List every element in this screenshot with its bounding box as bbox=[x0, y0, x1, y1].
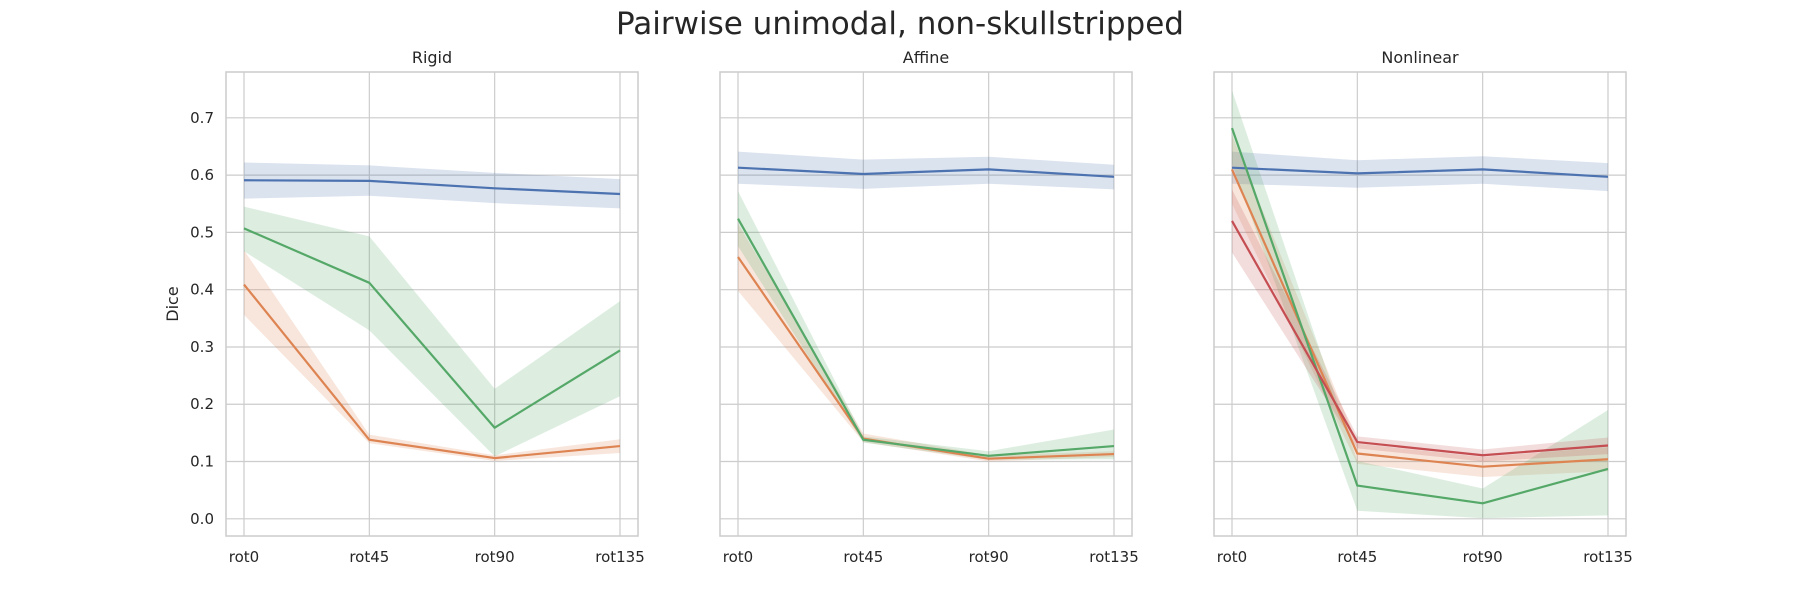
series-line-green bbox=[1230, 127, 1609, 505]
subplot-rigid: Rigid rot0 rot45 rot90 rot135 0.0 0.1 0.2 0.3 0.4… bbox=[163, 48, 645, 566]
axes-frame bbox=[719, 71, 1133, 537]
x-tick-label: rot0 bbox=[229, 548, 259, 566]
y-tick-label: 0.5 bbox=[190, 223, 214, 241]
series-line-green bbox=[737, 218, 1115, 457]
x-tick-label: rot135 bbox=[595, 548, 645, 566]
subplot-affine: Affine rot0 rot45 rot90 rot135 bbox=[719, 48, 1139, 566]
y-tick-label: 0.6 bbox=[190, 166, 214, 184]
confidence-band-orange bbox=[738, 223, 1114, 462]
subplot-nonlinear: Nonlinear rot0 rot45 rot90 rot135 bbox=[1213, 48, 1633, 566]
confidence-band-green bbox=[738, 191, 1114, 460]
subplot-title: Affine bbox=[903, 48, 949, 67]
x-tick-label: rot90 bbox=[969, 548, 1009, 566]
confidence-band-blue bbox=[738, 151, 1114, 190]
confidence-band-orange bbox=[1232, 135, 1608, 477]
x-tick-label: rot90 bbox=[475, 548, 515, 566]
confidence-band-green bbox=[1232, 90, 1608, 519]
x-tick-label: rot135 bbox=[1089, 548, 1139, 566]
x-tick-label: rot45 bbox=[349, 548, 389, 566]
series-line-orange bbox=[243, 283, 621, 460]
y-tick-label: 0.1 bbox=[190, 453, 214, 471]
subplot-title: Rigid bbox=[412, 48, 452, 67]
x-tick-label: rot90 bbox=[1463, 548, 1503, 566]
y-tick-label: 0.0 bbox=[190, 510, 214, 528]
x-tick-label: rot0 bbox=[723, 548, 753, 566]
confidence-band-green bbox=[244, 206, 620, 457]
confidence-band-red bbox=[1232, 189, 1608, 462]
series-line-blue bbox=[737, 166, 1115, 178]
series-line-blue bbox=[1231, 166, 1609, 178]
confidence-band-orange bbox=[244, 250, 620, 461]
series-line-green bbox=[243, 227, 621, 429]
series-line-red bbox=[1231, 220, 1609, 457]
y-tick-label: 0.2 bbox=[190, 395, 214, 413]
subplot-title: Nonlinear bbox=[1381, 48, 1459, 67]
x-tick-label: rot0 bbox=[1217, 548, 1247, 566]
y-tick-label: 0.4 bbox=[190, 281, 214, 299]
x-tick-label: rot135 bbox=[1583, 548, 1633, 566]
series-line-orange bbox=[1230, 168, 1609, 468]
y-tick-label: 0.3 bbox=[190, 338, 214, 356]
x-tick-label: rot45 bbox=[1337, 548, 1377, 566]
y-axis-label: Dice bbox=[163, 286, 182, 321]
x-tick-label: rot45 bbox=[843, 548, 883, 566]
series-line-blue bbox=[243, 179, 621, 196]
axes-frame bbox=[225, 71, 639, 537]
axes-frame bbox=[1213, 71, 1627, 537]
y-tick-label: 0.7 bbox=[190, 109, 214, 127]
figure-title: Pairwise unimodal, non-skullstripped bbox=[615, 6, 1184, 42]
